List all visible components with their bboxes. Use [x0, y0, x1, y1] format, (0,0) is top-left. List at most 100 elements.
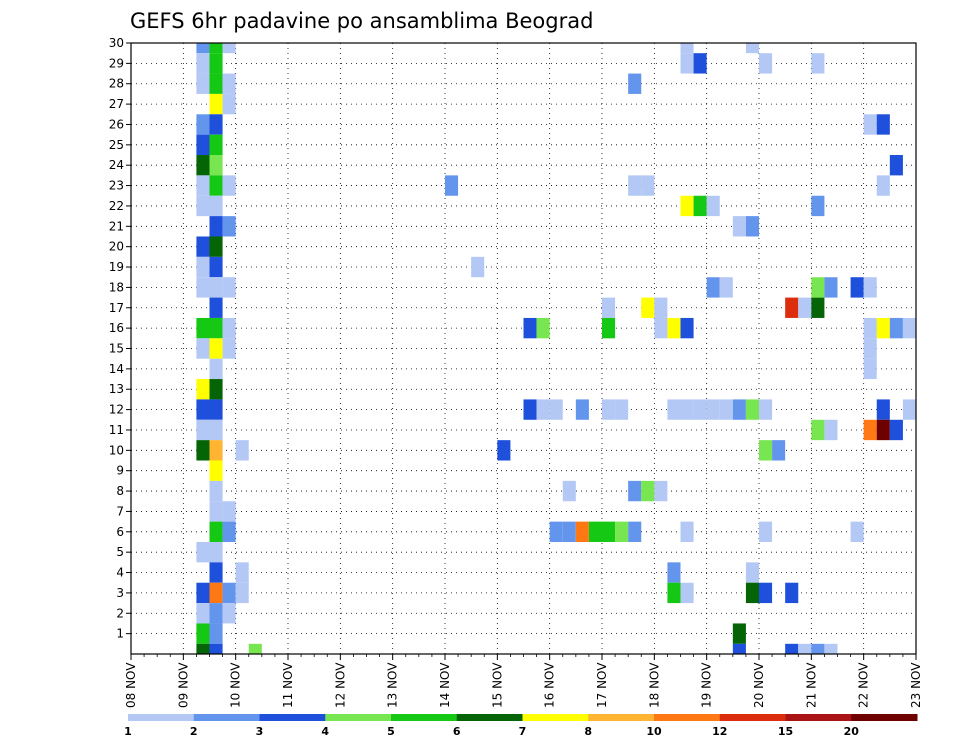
ensemble-cell: [209, 562, 223, 583]
chart-title: GEFS 6hr padavine po ansamblima Beograd: [130, 9, 593, 33]
colorbar: 1 2 3 4 5 6 7 8 10 12 15 20: [124, 714, 918, 738]
ensemble-cell: [196, 603, 210, 624]
ensemble-cell: [902, 399, 916, 420]
ensemble-cell: [209, 73, 223, 94]
ensemble-cells: [196, 43, 916, 654]
ensemble-cell: [745, 43, 759, 54]
ensemble-cell: [222, 317, 236, 339]
colorbar-swatch: [522, 714, 589, 721]
colorbar-label: 6: [453, 725, 461, 738]
ensemble-cell: [667, 562, 681, 583]
colorbar-swatch: [391, 714, 458, 721]
y-tick-label: 25: [109, 138, 124, 152]
y-tick-label: 4: [116, 566, 124, 580]
ensemble-cell: [248, 643, 262, 654]
ensemble-cell: [680, 53, 694, 74]
ensemble-cell: [196, 541, 210, 563]
y-axis: 1234567891011121314151617181920212223242…: [109, 36, 131, 641]
y-tick-label: 5: [116, 545, 124, 559]
colorbar-label: 12: [712, 725, 727, 738]
colorbar-label: 20: [844, 725, 860, 738]
ensemble-cell: [719, 277, 733, 298]
colorbar-swatch: [259, 714, 326, 721]
colorbar-label: 10: [646, 725, 662, 738]
colorbar-swatch: [128, 714, 195, 721]
ensemble-cell: [759, 440, 773, 461]
x-tick-label: 12 NOV: [333, 662, 347, 708]
ensemble-cell: [745, 562, 759, 583]
ensemble-cell: [863, 338, 877, 359]
ensemble-cell: [602, 317, 616, 339]
ensemble-cell: [850, 277, 864, 298]
ensemble-cell: [863, 317, 877, 339]
ensemble-cell: [811, 277, 825, 298]
y-tick-label: 8: [116, 484, 124, 498]
ensemble-cell: [732, 216, 746, 237]
x-tick-label: 10 NOV: [229, 662, 243, 708]
ensemble-cell: [222, 175, 236, 196]
ensemble-cell: [209, 134, 223, 156]
ensemble-cell: [745, 399, 759, 420]
ensemble-cell: [235, 440, 249, 461]
y-tick-label: 30: [109, 36, 124, 50]
x-tick-label: 14 NOV: [438, 662, 452, 708]
ensemble-cell: [693, 399, 707, 420]
ensemble-cell: [209, 195, 223, 217]
ensemble-cell: [196, 643, 210, 654]
ensemble-cell: [628, 480, 642, 502]
ensemble-cell: [876, 114, 890, 135]
ensemble-cell: [902, 317, 916, 339]
ensemble-cell: [235, 582, 249, 604]
x-tick-label: 20 NOV: [752, 662, 766, 708]
ensemble-cell: [798, 643, 812, 654]
y-tick-label: 9: [116, 464, 124, 478]
ensemble-cell: [209, 93, 223, 115]
ensemble-cell: [654, 297, 668, 318]
x-tick-label: 16 NOV: [543, 662, 557, 708]
ensemble-cell: [209, 297, 223, 318]
colorbar-swatch: [456, 714, 523, 721]
x-tick-label: 15 NOV: [490, 662, 504, 708]
ensemble-cell: [549, 521, 563, 542]
colorbar-swatch: [851, 714, 918, 721]
ensemble-cell: [863, 419, 877, 441]
ensemble-cell: [209, 541, 223, 563]
colorbar-swatch: [654, 714, 721, 721]
ensemble-cell: [562, 480, 576, 502]
colorbar-swatch: [785, 714, 852, 721]
y-tick-label: 21: [109, 219, 124, 233]
ensemble-cell: [693, 195, 707, 217]
ensemble-cell: [196, 236, 210, 257]
ensemble-cell: [575, 399, 589, 420]
ensemble-cell: [209, 379, 223, 400]
ensemble-cell: [680, 195, 694, 217]
ensemble-cell: [209, 256, 223, 278]
y-tick-label: 14: [109, 362, 124, 376]
ensemble-cell: [222, 582, 236, 604]
ensemble-cell: [209, 338, 223, 359]
ensemble-cell: [889, 317, 903, 339]
ensemble-cell: [523, 317, 537, 339]
y-tick-label: 12: [109, 403, 124, 417]
ensemble-cell: [196, 317, 210, 339]
ensemble-cell: [209, 43, 223, 54]
ensemble-cell: [196, 155, 210, 176]
y-tick-label: 11: [109, 423, 124, 437]
x-tick-label: 09 NOV: [176, 662, 190, 708]
y-tick-label: 2: [116, 606, 124, 620]
y-tick-label: 6: [116, 525, 124, 539]
y-tick-label: 1: [116, 627, 124, 641]
y-tick-label: 20: [109, 240, 124, 254]
ensemble-cell: [196, 53, 210, 74]
ensemble-cell: [196, 338, 210, 359]
ensemble-cell: [222, 43, 236, 54]
ensemble-cell: [196, 43, 210, 54]
ensemble-cell: [209, 603, 223, 624]
ensemble-cell: [196, 195, 210, 217]
y-tick-label: 3: [116, 586, 124, 600]
colorbar-swatch: [193, 714, 260, 721]
ensemble-cell: [209, 440, 223, 461]
ensemble-cell: [863, 358, 877, 380]
ensemble-cell: [680, 43, 694, 54]
